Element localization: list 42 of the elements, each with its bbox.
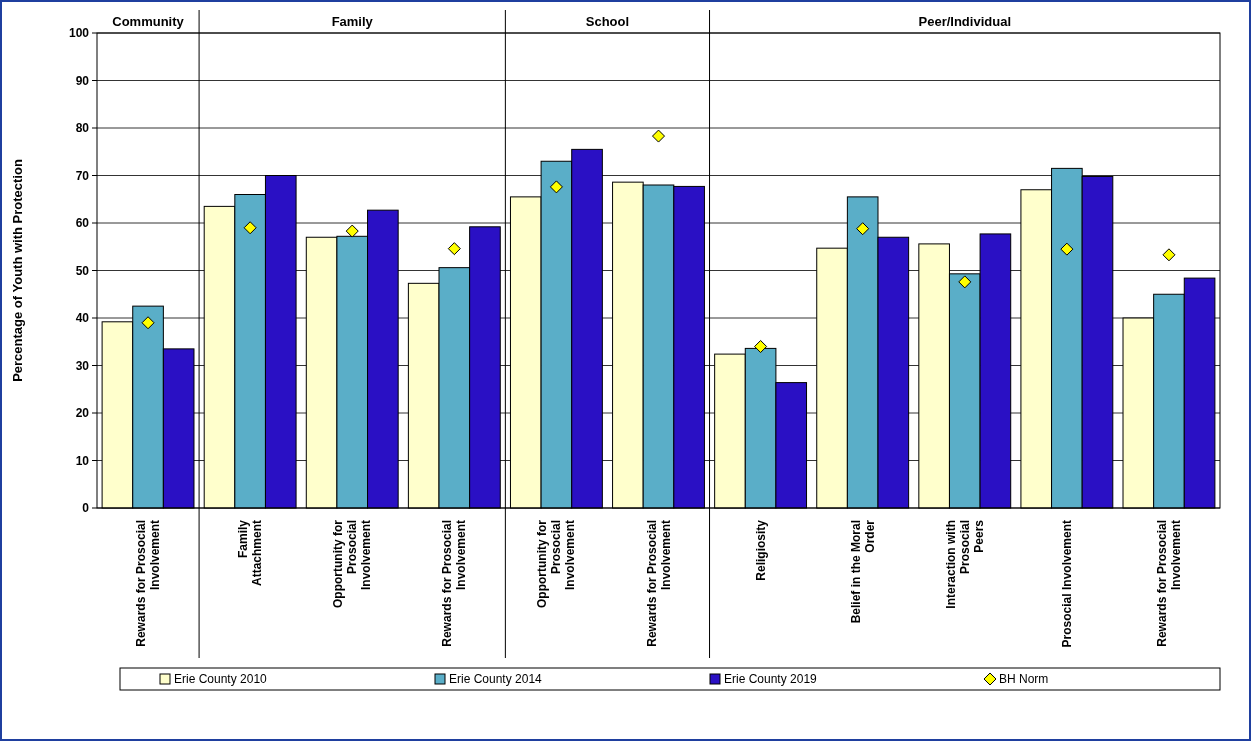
x-tick-label: Rewards for Prosocial Involvement	[440, 520, 469, 647]
x-tick-label: Rewards for Prosocial Involvement	[1154, 520, 1183, 647]
point	[652, 129, 665, 143]
y-tick-label: 30	[75, 358, 90, 373]
text: Family	[331, 14, 374, 29]
x-tick-label: Prosocial Involvement	[1059, 520, 1074, 648]
y-tick-label: 70	[75, 168, 90, 183]
y-tick-label: 100	[68, 26, 90, 41]
point	[141, 316, 155, 330]
x-tick-label: Opportunity for Prosocial Involvement	[331, 519, 374, 608]
x-tick-label: Opportunity for Prosocial Involvement	[535, 519, 578, 608]
text: Peer/Individual	[918, 14, 1012, 29]
y-tick-label: 60	[75, 216, 90, 231]
point	[447, 242, 461, 256]
text: Community	[112, 14, 185, 29]
x-tick-label: Belief in the Moral Order	[848, 519, 877, 624]
legend-label: BH Norm	[999, 672, 1049, 687]
text: School	[585, 14, 630, 29]
legend-label: Erie County 2014	[449, 672, 543, 687]
point	[856, 222, 870, 236]
point	[958, 275, 972, 289]
point	[243, 221, 257, 235]
x-tick-label: Interaction with Prosocial Peers	[943, 519, 986, 609]
point	[549, 180, 563, 194]
y-tick-label: 80	[75, 121, 90, 136]
y-tick-label: 50	[75, 263, 90, 278]
x-tick-label: Religiosity	[753, 519, 768, 581]
legend-label: Erie County 2019	[724, 672, 818, 687]
y-tick-label: 40	[75, 311, 90, 326]
x-tick-label: Rewards for Prosocial Involvement	[134, 520, 163, 647]
y-tick-label: 20	[75, 406, 90, 421]
point	[754, 340, 768, 353]
y-tick-label: 90	[75, 73, 90, 88]
point	[1162, 248, 1176, 262]
y-axis-title: Percentage of Youth with Protection	[10, 159, 25, 382]
x-tick-label: Family Attachment	[236, 519, 265, 587]
y-tick-label: 10	[75, 453, 90, 468]
point	[345, 224, 359, 238]
x-tick-label: Rewards for Prosocial Involvement	[644, 520, 673, 647]
y-tick-label: 0	[82, 501, 90, 516]
point	[1060, 242, 1074, 256]
legend-label: Erie County 2010	[174, 672, 268, 687]
